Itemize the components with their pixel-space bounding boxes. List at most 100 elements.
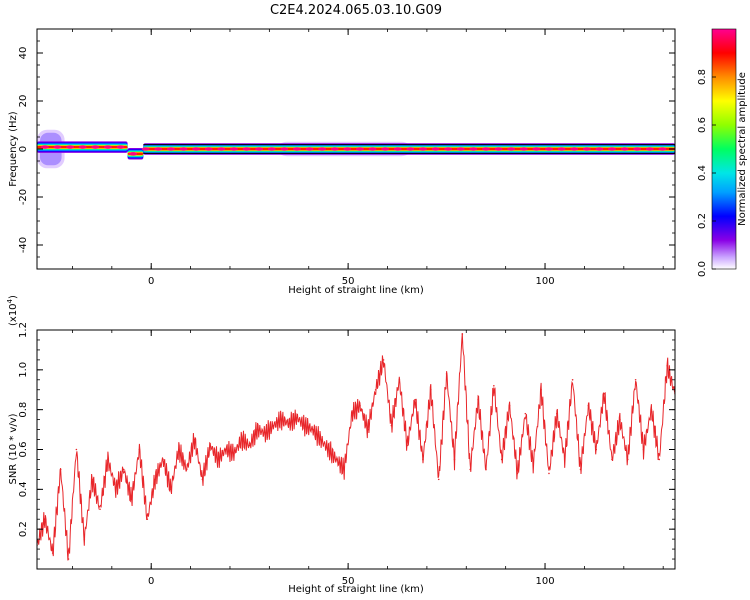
spectrogram-peak <box>393 147 402 151</box>
snr-point <box>414 398 416 401</box>
snr-point <box>170 488 172 491</box>
snr-point <box>272 424 275 427</box>
snr-point <box>626 458 629 461</box>
spectrogram-y-tick-label: -40 <box>18 237 29 253</box>
snr-point <box>138 448 141 451</box>
colorbar-frame <box>711 28 737 270</box>
snr-point <box>603 392 605 395</box>
snr-point <box>556 412 558 415</box>
spectrogram-peak <box>204 147 213 151</box>
spectrogram-peak <box>355 147 364 151</box>
snr-point <box>666 365 668 367</box>
spectrogram-peak <box>292 147 301 151</box>
snr-point <box>99 508 101 511</box>
spectrogram-peak <box>91 145 100 149</box>
snr-point <box>516 472 519 475</box>
snr-point <box>642 448 645 451</box>
snr-x-tick-label: 0 <box>148 576 154 587</box>
snr-point <box>351 412 353 415</box>
snr-point <box>445 373 448 375</box>
snr-point <box>398 378 401 381</box>
spectrogram-peak <box>444 147 453 151</box>
snr-point <box>225 448 227 451</box>
spectrogram-peak <box>318 147 327 151</box>
snr-point <box>217 458 219 461</box>
spectrogram-peak <box>633 147 642 151</box>
snr-point <box>51 552 54 554</box>
snr-y-tick-label: 0.6 <box>18 442 29 458</box>
colorbar-gradient <box>712 29 736 269</box>
spectrogram-peak <box>481 147 490 151</box>
snr-point <box>650 408 653 411</box>
spectrogram-peak <box>280 147 289 151</box>
snr-point <box>437 478 440 481</box>
snr-point <box>248 444 251 447</box>
spectrogram-peak <box>192 147 201 151</box>
spectrogram-peak <box>242 147 251 151</box>
colorbar-label: Normalized spectral amplitude <box>737 72 748 226</box>
spectrogram-peak <box>494 147 503 151</box>
snr-point <box>485 468 487 471</box>
spectrogram-peak <box>179 147 188 151</box>
snr-point <box>75 448 78 451</box>
snr-point <box>390 424 393 427</box>
spectrogram-y-tick-label: 20 <box>18 95 29 108</box>
snr-point <box>209 444 212 447</box>
spectrogram-peak <box>607 147 616 151</box>
spectrogram-panel: 0 50 100 -40 -20 0 20 40 Height of straight lin… <box>8 28 676 296</box>
snr-y-label: SNR (10 * v/v) <box>8 413 19 484</box>
snr-point <box>201 478 204 481</box>
snr-point <box>374 388 377 391</box>
spectrogram-peak <box>381 147 390 151</box>
snr-point <box>359 404 361 407</box>
snr-point <box>83 538 86 540</box>
snr-y-scale: (x104) <box>6 295 19 326</box>
snr-point <box>477 398 479 401</box>
spectrogram-peak <box>544 147 553 151</box>
snr-point <box>430 388 432 391</box>
snr-point <box>422 458 424 461</box>
snr-point <box>563 458 566 461</box>
spectrogram-heatmap <box>37 129 675 169</box>
snr-point <box>114 488 117 491</box>
spectrogram-x-tick-label: 50 <box>342 276 355 287</box>
snr-point <box>154 478 156 481</box>
spectrogram-peak <box>620 147 629 151</box>
snr-point <box>193 438 196 441</box>
snr-point <box>296 416 298 419</box>
spectrogram-peak <box>166 147 175 151</box>
spectrogram-peak <box>645 147 654 151</box>
spectrogram-peak <box>255 147 264 151</box>
spectrogram-peak <box>469 147 478 151</box>
snr-point <box>634 378 637 381</box>
snr-point <box>343 468 345 471</box>
snr-x-tick-label: 50 <box>342 576 355 587</box>
snr-point <box>327 448 330 451</box>
snr-x-tick-label: 100 <box>535 576 554 587</box>
spectrogram-peak <box>53 145 62 149</box>
spectrogram-peak <box>141 147 150 151</box>
spectrogram-peak <box>557 147 566 151</box>
snr-point <box>233 452 235 455</box>
spectrogram-peak <box>507 147 516 151</box>
snr-point <box>288 422 290 425</box>
snr-line <box>37 333 675 561</box>
snr-y-tick-label: 1.0 <box>18 362 29 378</box>
snr-point <box>587 404 590 407</box>
snr-point <box>382 359 385 361</box>
colorbar-tick-label: 0.0 <box>697 261 708 277</box>
snr-point <box>611 458 613 461</box>
spectrogram-y-tick-label: 40 <box>18 47 29 60</box>
snr-point <box>453 458 456 461</box>
snr-point <box>146 518 149 521</box>
snr-point <box>406 444 408 447</box>
snr-point <box>595 448 598 451</box>
snr-x-label: Height of straight line (km) <box>288 584 424 595</box>
snr-y-tick-label: 0.2 <box>18 521 29 537</box>
snr-point <box>304 424 306 427</box>
spectrogram-peak <box>78 145 87 149</box>
snr-point <box>335 458 338 461</box>
snr-plot-area <box>37 330 675 569</box>
snr-line-series <box>37 333 675 561</box>
spectrogram-peak <box>582 147 591 151</box>
